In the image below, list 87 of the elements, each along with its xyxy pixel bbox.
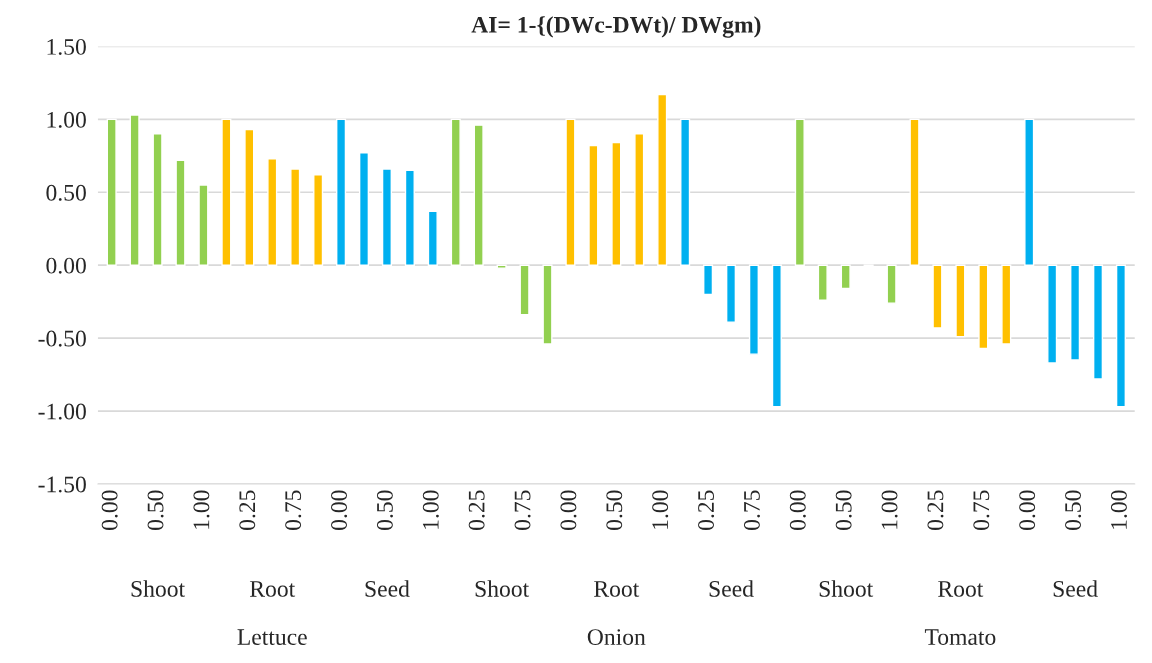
bar xyxy=(427,210,438,266)
x-tick-label: 1.00 xyxy=(193,490,210,529)
bar xyxy=(175,159,186,266)
text: Tomato xyxy=(924,629,996,646)
y-tick-label: -1.50 xyxy=(38,476,86,493)
bar xyxy=(381,168,392,266)
x-tick-label: 0.00 xyxy=(560,490,577,530)
text: Seed xyxy=(365,580,410,597)
x-tick-label: 0.75 xyxy=(973,490,990,530)
bar xyxy=(542,264,553,345)
x-tick-label: 0.50 xyxy=(606,490,623,530)
text: Root xyxy=(938,581,984,597)
y-tick-label: 0.50 xyxy=(46,184,86,201)
x-tick-label: 1.00 xyxy=(422,490,439,529)
bar xyxy=(1001,264,1012,345)
bar xyxy=(106,118,117,266)
bar xyxy=(519,264,530,316)
x-tick-label: 0.75 xyxy=(285,490,302,530)
text: Onion xyxy=(587,629,646,646)
bar xyxy=(680,118,691,266)
bar xyxy=(588,144,599,266)
y-tick-label: 1.50 xyxy=(47,38,86,55)
bar xyxy=(565,118,576,266)
y-tick-label: 0.00 xyxy=(46,257,86,274)
bar xyxy=(336,118,347,266)
x-tick-label: 0.50 xyxy=(147,490,164,530)
bar xyxy=(1047,264,1058,364)
x-tick-label: 0.75 xyxy=(514,490,531,530)
x-tick-label: 1.00 xyxy=(652,490,669,529)
y-tick-label: -1.00 xyxy=(38,403,86,420)
text: Seed xyxy=(709,580,754,597)
bar xyxy=(244,128,255,266)
y-tick-label: -0.50 xyxy=(38,330,86,347)
text: Seed xyxy=(1053,580,1098,597)
text: Shoot xyxy=(819,580,874,597)
bar xyxy=(634,133,645,266)
bar xyxy=(771,264,782,408)
bar xyxy=(267,158,278,266)
text: Root xyxy=(594,581,640,597)
bar xyxy=(748,264,760,355)
x-tick-label: 0.00 xyxy=(331,490,348,530)
bar xyxy=(473,124,484,266)
text: Root xyxy=(249,581,296,597)
bar xyxy=(152,133,163,266)
x-tick-label: 0.00 xyxy=(101,490,118,530)
bar xyxy=(703,264,714,296)
bar xyxy=(404,169,415,266)
text: Lettuce xyxy=(237,629,307,646)
bar xyxy=(450,118,461,266)
x-tick-label: 0.50 xyxy=(835,490,852,530)
x-tick-label: 0.00 xyxy=(789,490,806,530)
bar xyxy=(978,264,989,350)
text: Shoot xyxy=(475,580,530,597)
bar xyxy=(955,264,966,338)
bar xyxy=(1115,264,1127,408)
x-tick-label: 0.00 xyxy=(1019,490,1036,530)
bar xyxy=(1024,118,1035,266)
y-tick-label: 1.00 xyxy=(47,111,86,128)
bar xyxy=(1092,264,1104,380)
x-tick-label: 0.50 xyxy=(1065,490,1082,530)
bar xyxy=(496,264,507,269)
x-tick-label: 0.25 xyxy=(468,490,485,530)
x-tick-label: 1.00 xyxy=(881,490,898,529)
bar xyxy=(725,264,737,323)
x-tick-label: 0.25 xyxy=(927,490,944,530)
bar xyxy=(817,264,828,301)
x-tick-label: 1.00 xyxy=(1110,490,1127,529)
bar xyxy=(611,141,622,266)
bar xyxy=(198,184,209,266)
chart-title: AI= 1-{(DWc-DWt)/ DWgm) xyxy=(471,16,761,38)
bar xyxy=(313,174,324,266)
bar xyxy=(794,118,805,266)
bar xyxy=(909,118,920,266)
x-tick-label: 0.25 xyxy=(239,490,256,530)
bar xyxy=(1070,264,1081,361)
x-tick-label: 0.25 xyxy=(698,490,715,530)
text: Shoot xyxy=(131,580,185,597)
bar xyxy=(129,114,140,266)
bar xyxy=(221,118,232,266)
x-tick-label: 0.50 xyxy=(376,490,393,530)
bar xyxy=(657,93,668,266)
bar xyxy=(358,152,370,266)
x-tick-label: 0.75 xyxy=(743,490,760,530)
bar xyxy=(840,264,851,290)
bar xyxy=(886,264,897,304)
bar xyxy=(290,168,301,266)
bar xyxy=(932,264,943,329)
